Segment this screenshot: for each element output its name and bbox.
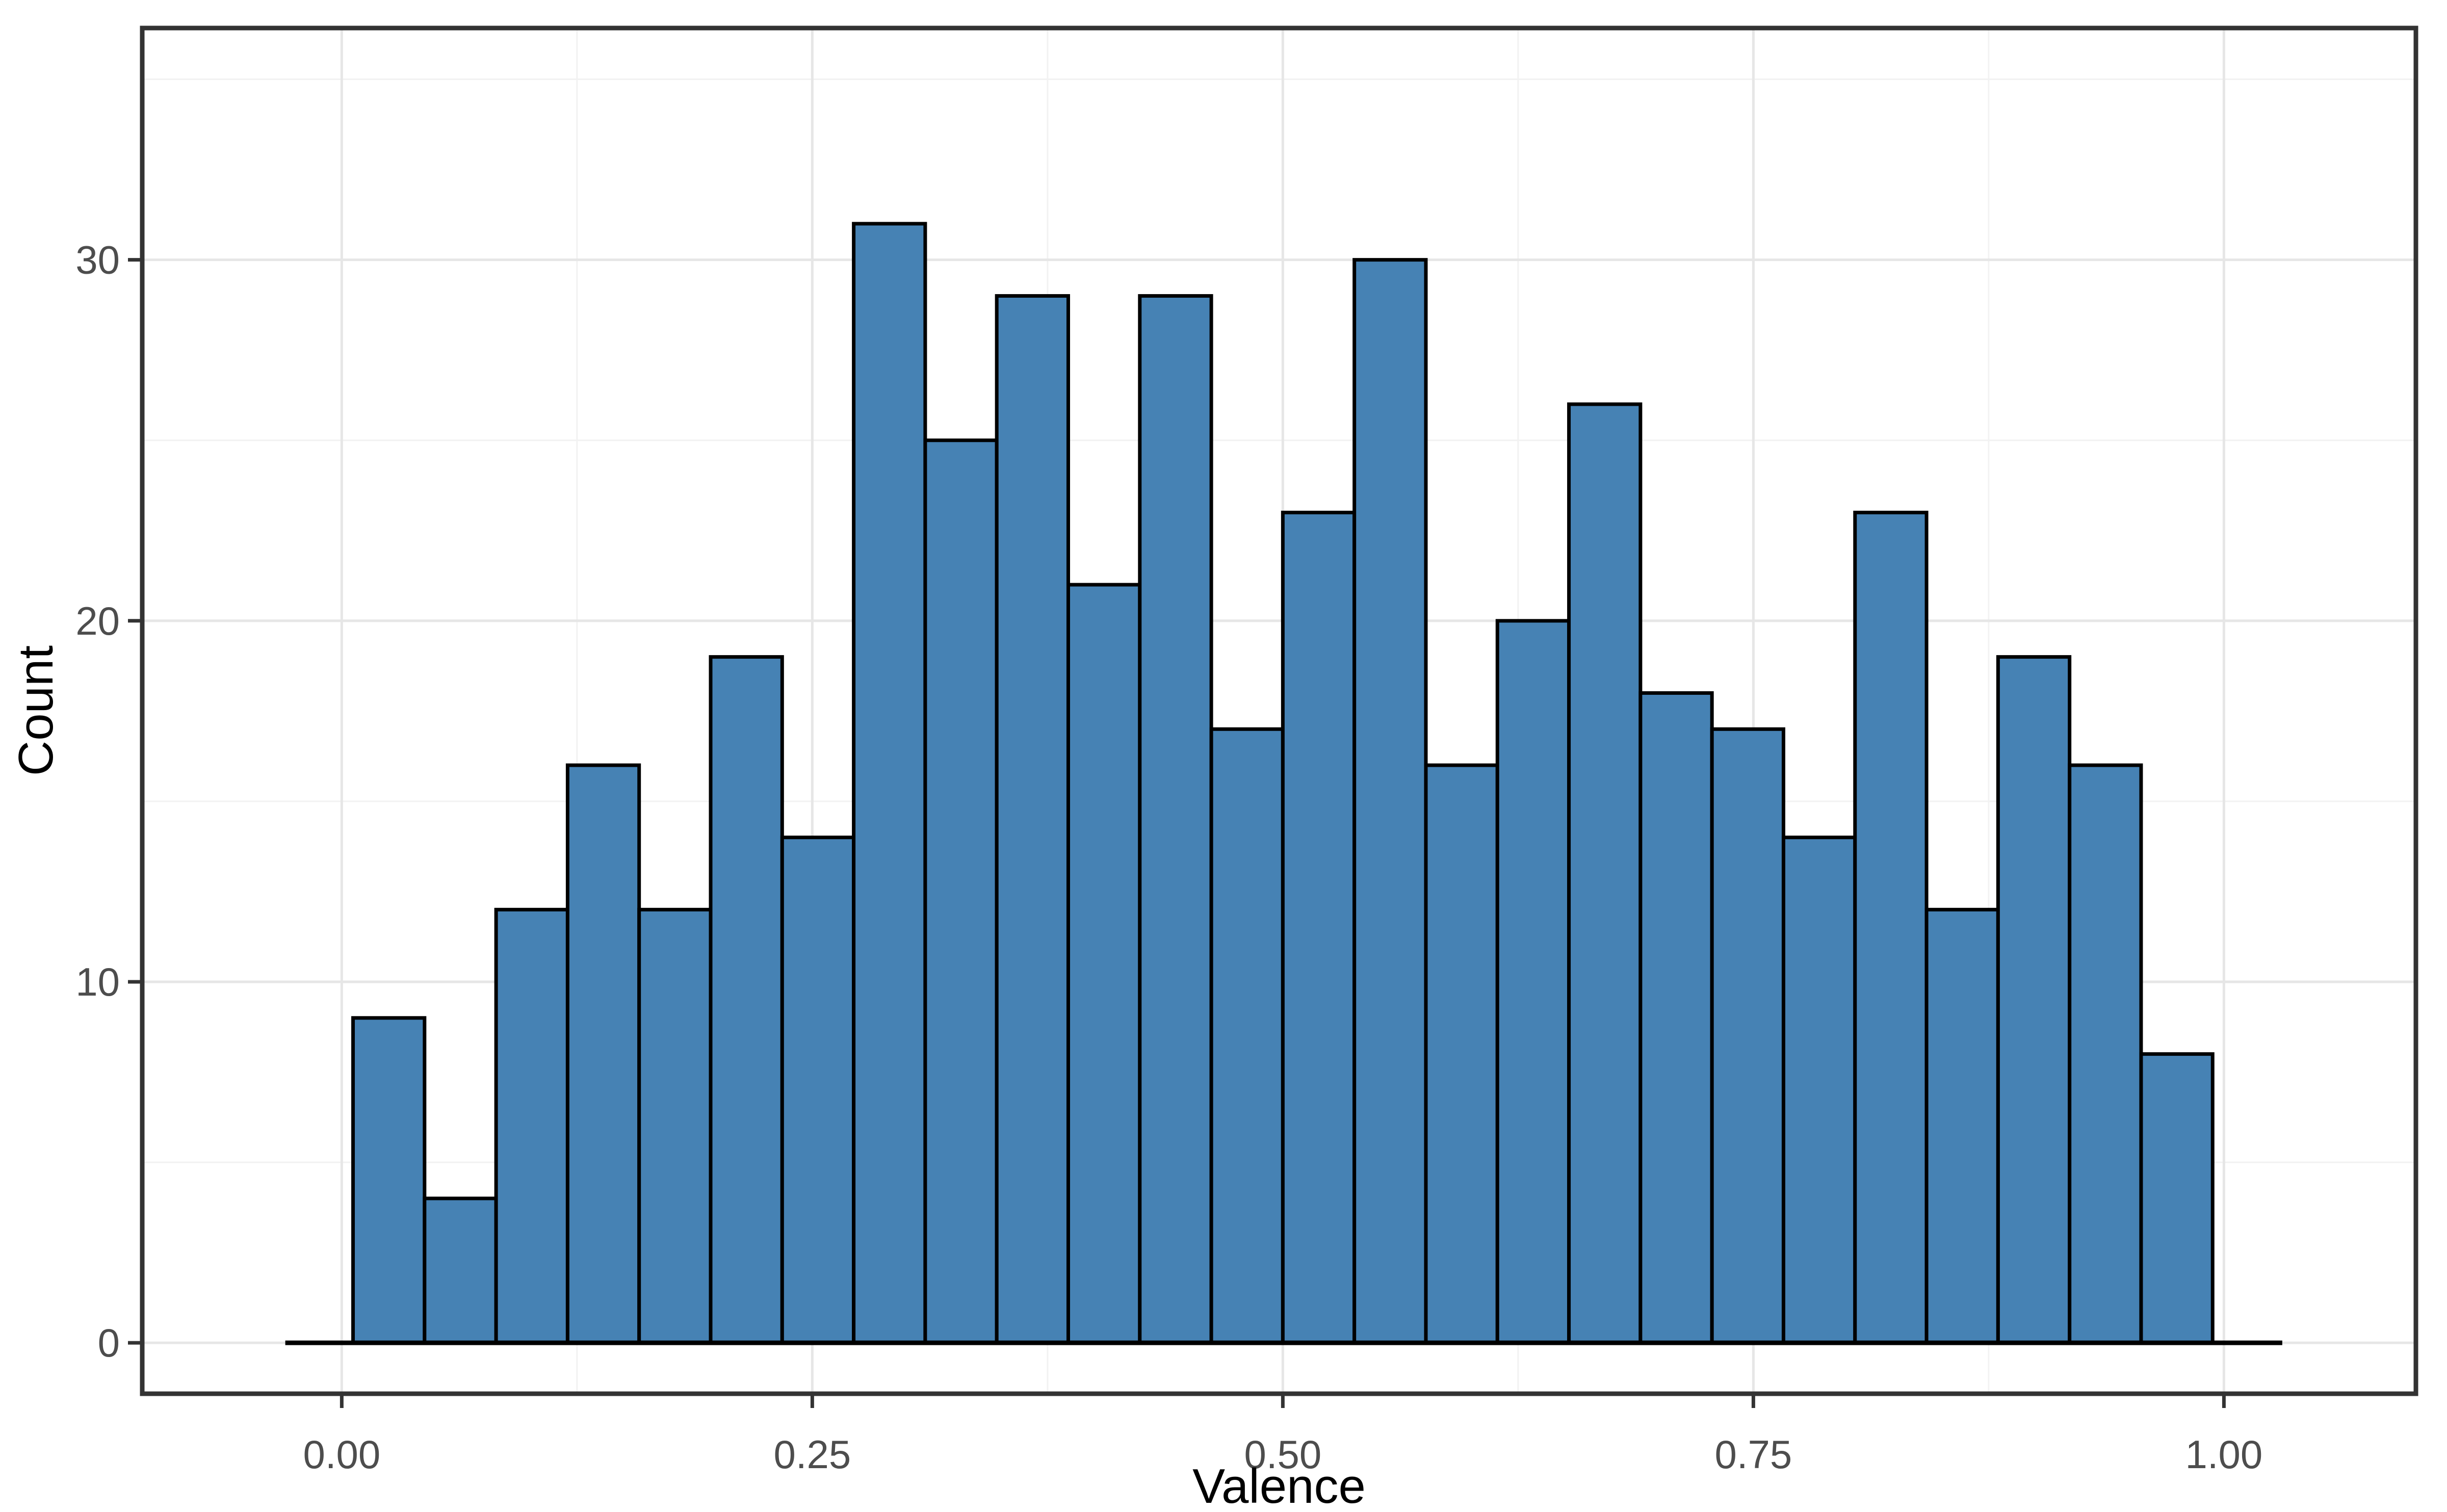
x-axis-tick-labels: 0.00 0.25 0.50 0.75 1.00 xyxy=(303,1432,2262,1477)
x-tick-label: 1.00 xyxy=(2185,1432,2263,1477)
histogram-bars xyxy=(351,222,2215,1345)
x-tick-label: 0.75 xyxy=(1714,1432,1792,1477)
histogram-bar xyxy=(351,1016,427,1345)
histogram-bar xyxy=(780,836,856,1345)
axis-tick-marks xyxy=(128,258,2226,1408)
histogram-bar xyxy=(852,222,927,1345)
y-tick-label: 0 xyxy=(98,1320,120,1365)
y-axis-tick-labels: 0 10 20 30 xyxy=(75,238,120,1366)
histogram-bar xyxy=(2139,1052,2215,1345)
x-tick-label: 0.00 xyxy=(303,1432,380,1477)
histogram-bar xyxy=(1495,619,1571,1345)
histogram-bar xyxy=(1138,294,1213,1345)
histogram-bar xyxy=(709,655,784,1345)
histogram-bar xyxy=(1209,727,1285,1345)
histogram-bar xyxy=(423,1196,498,1345)
x-tick-label: 0.50 xyxy=(1244,1432,1321,1477)
y-tick-label: 20 xyxy=(75,598,120,643)
histogram-bar xyxy=(494,907,569,1345)
histogram-bar xyxy=(1281,510,1357,1345)
histogram-bar xyxy=(1924,907,2000,1345)
histogram-bar xyxy=(2068,763,2143,1345)
histogram-bar xyxy=(1853,510,1929,1345)
histogram-bar xyxy=(1424,763,1499,1345)
histogram-bar xyxy=(995,294,1070,1345)
histogram-bar xyxy=(1066,583,1142,1345)
panel-border xyxy=(140,25,2418,1396)
histogram-bar xyxy=(1638,691,1714,1345)
y-tick-label: 30 xyxy=(75,238,120,282)
histogram-bar xyxy=(1710,727,1785,1345)
histogram-bar xyxy=(1352,258,1428,1345)
histogram-bar xyxy=(565,763,641,1345)
x-axis-title: Valence xyxy=(1192,1459,1366,1512)
histogram-bar xyxy=(637,907,713,1345)
histogram-bar xyxy=(1781,836,1857,1345)
x-tick-label: 0.25 xyxy=(773,1432,851,1477)
histogram-bar xyxy=(1996,655,2072,1345)
y-tick-label: 10 xyxy=(75,959,120,1004)
y-axis-title: Count xyxy=(9,645,63,776)
histogram-bar xyxy=(1567,402,1643,1345)
histogram-bar xyxy=(923,438,999,1345)
